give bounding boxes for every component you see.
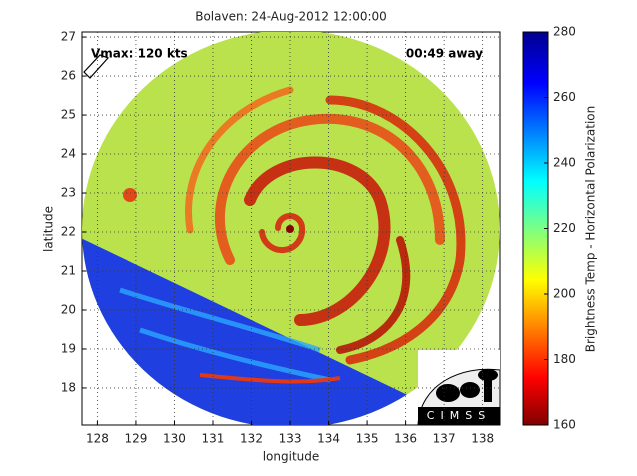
y-tick-label: 25 [61,108,76,122]
y-tick-label: 18 [61,380,76,394]
colorbar-tick-label: 280 [553,25,576,39]
colorbar-tick-label: 200 [553,287,576,301]
chart-title: Bolaven: 24-Aug-2012 12:00:00 [195,10,387,24]
colorbar-label: Brightness Temp - Horizontal Polarizatio… [584,106,598,353]
colorbar [522,31,549,426]
y-tick-label: 27 [61,30,76,44]
x-tick-label: 133 [279,432,302,446]
x-tick-label: 130 [163,432,186,446]
logo: CIMSS [417,350,500,425]
x-tick-label: 128 [86,432,109,446]
x-tick-label: 138 [471,432,494,446]
annotation: Vmax: 120 kts [91,47,188,61]
colorbar-tick-label: 240 [553,156,576,170]
x-tick-label: 136 [394,432,417,446]
colorbar-tick-label: 260 [553,90,576,104]
annotation: 00:49 away [406,47,483,61]
x-tick-label: 134 [317,432,340,446]
x-tick-label: 129 [124,432,147,446]
y-tick-label: 23 [61,186,76,200]
y-axis-label: latitude [42,206,56,252]
x-tick-label: 132 [240,432,263,446]
y-tick-label: 26 [61,69,76,83]
y-tick-label: 22 [61,225,76,239]
x-tick-label: 131 [202,432,225,446]
y-tick-label: 20 [61,302,76,316]
colorbar-tick-label: 160 [553,418,576,432]
y-tick-label: 24 [61,147,76,161]
colorbar-tick-label: 220 [553,221,576,235]
x-axis-label: longitude [263,450,320,464]
x-tick-label: 135 [356,432,379,446]
colorbar-tick-label: 180 [553,352,576,366]
x-tick-label: 137 [433,432,456,446]
y-tick-label: 21 [61,263,76,277]
y-tick-label: 19 [61,341,76,355]
logo-text: CIMSS [427,409,491,422]
